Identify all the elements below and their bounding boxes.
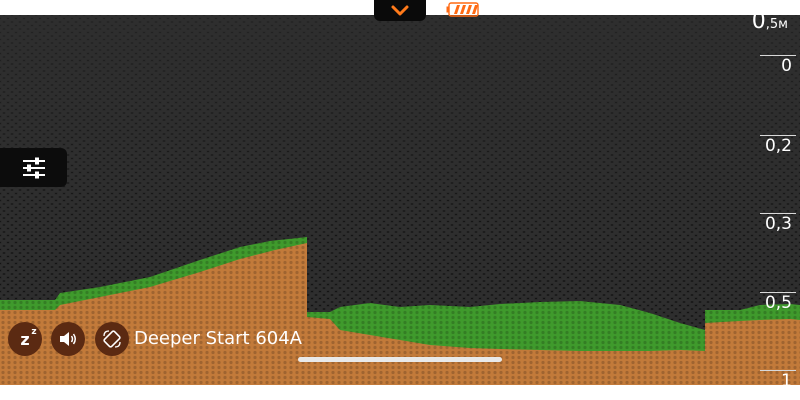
scale-label: 0,3 xyxy=(764,214,792,234)
current-depth-readout: 0,5м xyxy=(752,9,788,34)
speaker-icon xyxy=(60,332,76,346)
rotate-screen-button[interactable] xyxy=(95,322,129,356)
scale-label: 1 xyxy=(781,371,792,391)
rotate-screen-icon xyxy=(103,330,121,348)
sound-button[interactable] xyxy=(51,322,85,356)
settings-button[interactable] xyxy=(0,148,67,187)
collapse-toggle-button[interactable] xyxy=(374,0,426,21)
depth-value: 0 xyxy=(751,9,766,34)
scale-tick xyxy=(760,55,796,56)
scale-tick xyxy=(760,213,796,214)
scale-tick xyxy=(760,135,796,136)
scale-tick xyxy=(760,292,796,293)
sonar-terrain xyxy=(0,237,800,385)
battery-segment xyxy=(454,5,460,14)
depth-unit: ,5м xyxy=(765,17,788,32)
battery-segment xyxy=(466,5,472,14)
scale-label: 0,2 xyxy=(764,136,792,156)
home-indicator[interactable] xyxy=(298,357,502,362)
battery-segment xyxy=(460,5,466,14)
chevron-down-icon xyxy=(391,5,409,15)
battery-icon xyxy=(446,2,479,17)
scale-label: 0 xyxy=(781,56,792,76)
sliders-icon xyxy=(22,157,45,178)
sonar-view xyxy=(0,15,800,385)
device-name-label: Deeper Start 604A xyxy=(134,328,302,349)
scale-tick xyxy=(760,370,796,371)
battery-segment xyxy=(472,5,478,14)
scale-label: 0,5 xyxy=(764,293,792,313)
